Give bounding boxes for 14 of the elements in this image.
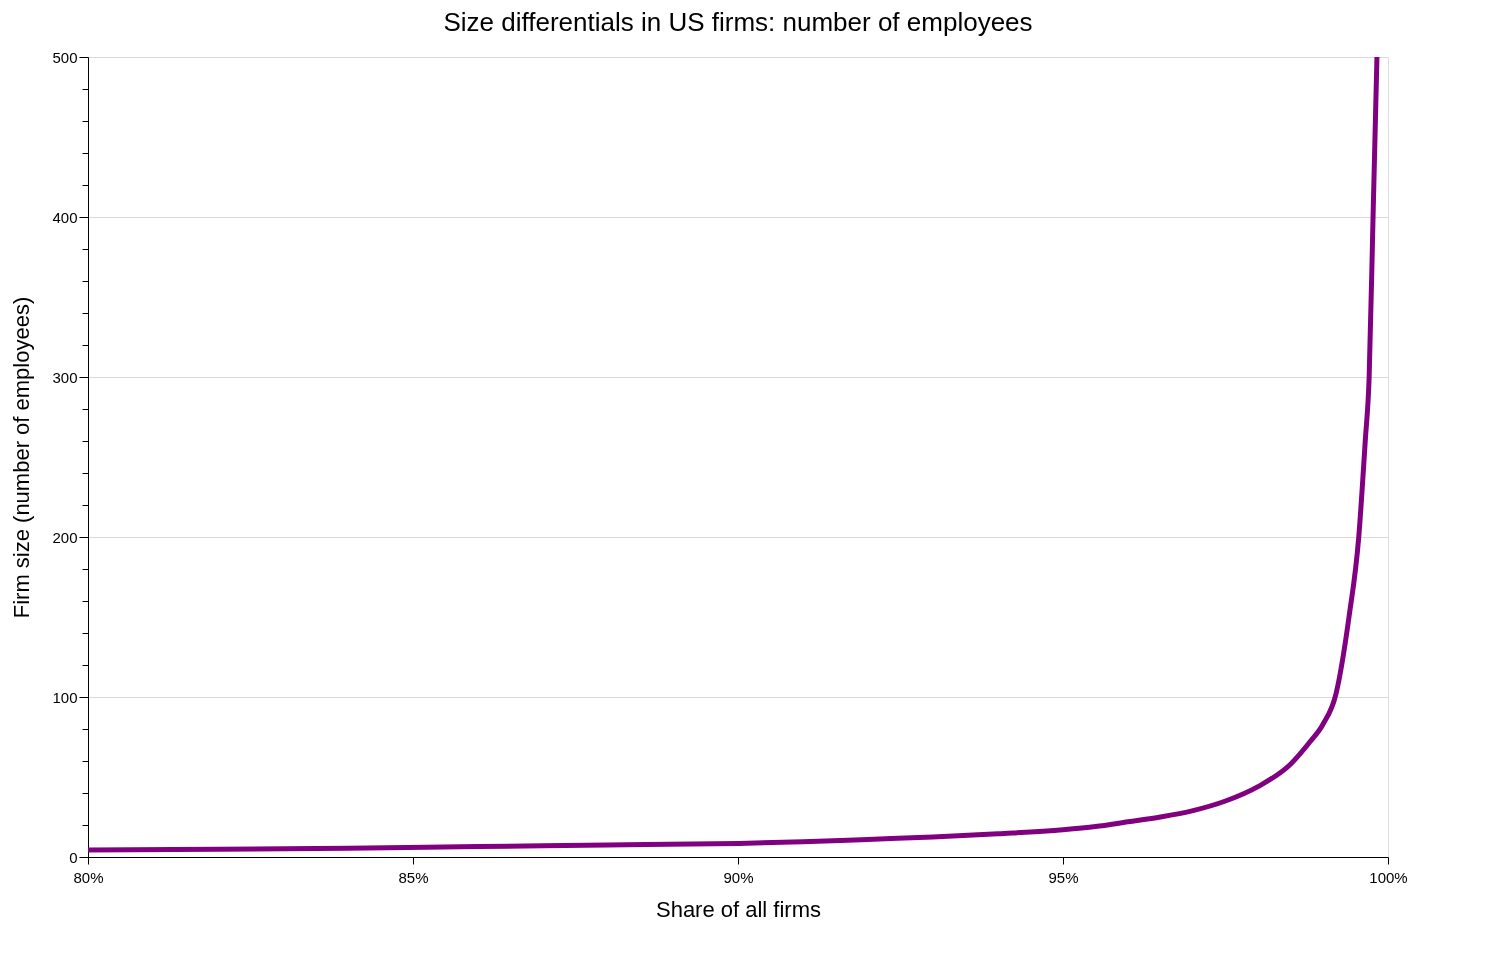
y-tick-label: 200 — [52, 528, 78, 546]
y-tick-label: 300 — [52, 368, 78, 386]
x-axis-title: Share of all firms — [655, 896, 822, 922]
x-tick-label: 85% — [398, 868, 429, 886]
x-tick-label: 80% — [73, 868, 104, 886]
y-tick-label: 0 — [69, 848, 78, 866]
chart-title: Size differentials in US firms: number of employees — [443, 7, 1033, 37]
y-tick-label: 500 — [52, 48, 78, 66]
y-axis-title: Firm size (number of employees) — [9, 296, 35, 619]
y-tick-label: 100 — [52, 688, 78, 706]
x-tick-label: 90% — [723, 868, 754, 886]
x-tick-label: 100% — [1369, 868, 1408, 886]
y-tick-label: 400 — [52, 208, 78, 226]
x-tick-label: 95% — [1048, 868, 1079, 886]
